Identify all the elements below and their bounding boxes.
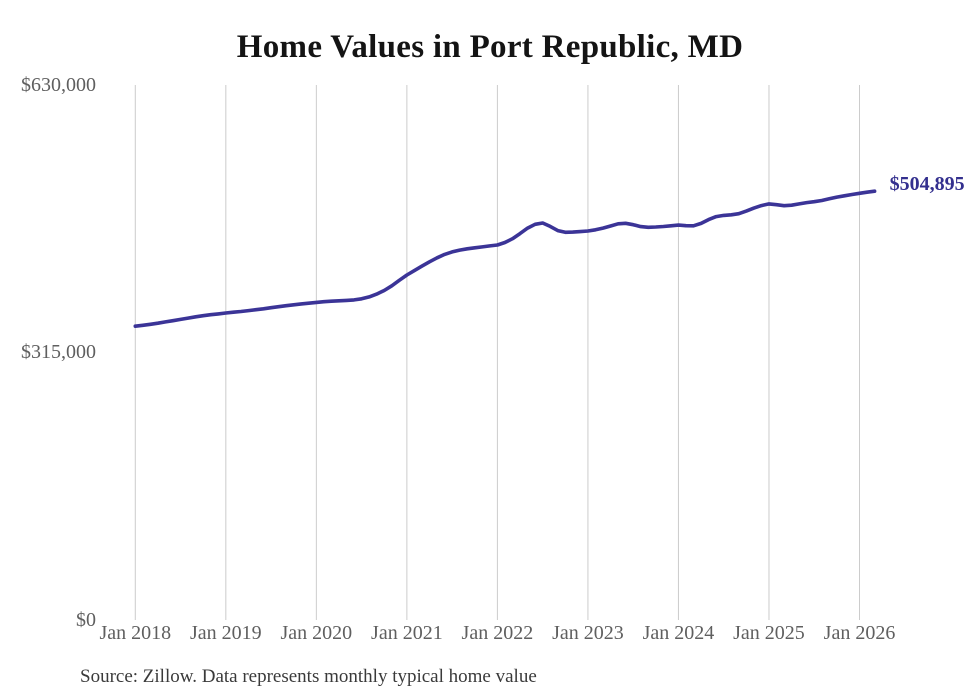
trend-line	[133, 189, 877, 328]
x-tick-label: Jan 2020	[280, 622, 353, 644]
x-tick-label: Jan 2021	[371, 622, 443, 644]
x-tick-label: Jan 2024	[642, 622, 715, 644]
chart-title: Home Values in Port Republic, MD	[236, 29, 744, 65]
y-axis-tick-label: $0	[76, 609, 96, 631]
x-tick-label: Jan 2019	[189, 622, 262, 644]
x-tick-label: Jan 2018	[99, 622, 172, 644]
gridlines	[134, 85, 860, 620]
source-note: Source: Zillow. Data represents monthly …	[80, 666, 537, 687]
x-tick-label: Jan 2025	[733, 622, 805, 644]
y-axis-tick-label: $315,000	[21, 341, 96, 363]
end-value-label: $504,895	[889, 173, 965, 196]
x-tick-label: Jan 2026	[823, 622, 896, 644]
x-tick-label: Jan 2022	[461, 622, 534, 644]
x-tick-label: Jan 2023	[552, 622, 624, 644]
y-axis-tick-label: $630,000	[21, 74, 96, 96]
